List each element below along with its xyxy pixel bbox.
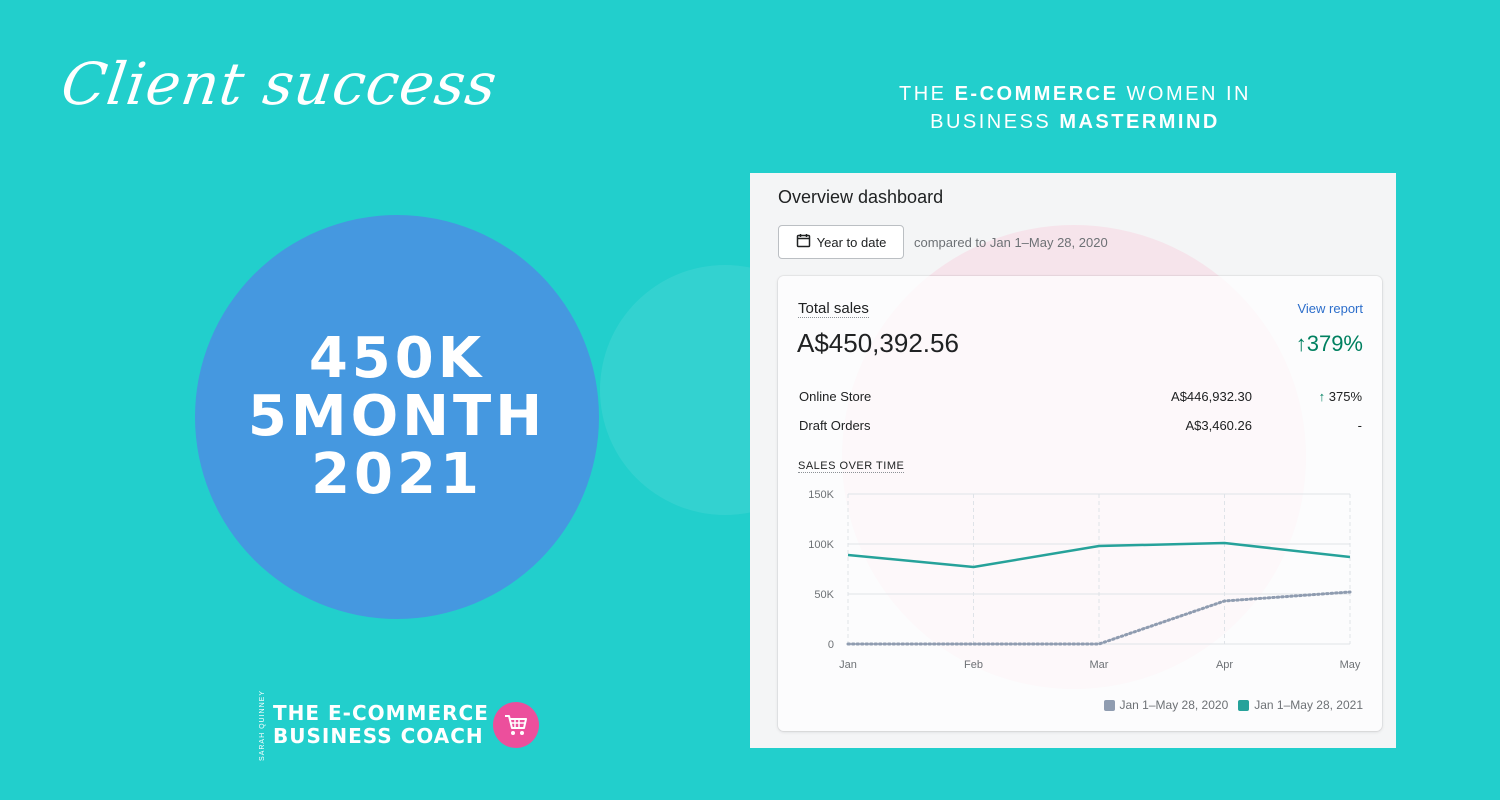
- up-arrow-icon: ↑: [1318, 389, 1329, 404]
- legend-item-2021: Jan 1–May 28, 2021: [1238, 698, 1363, 712]
- logo-wordmark: THE E-COMMERCE BUSINESS COACH: [273, 702, 489, 748]
- mastermind-text: BUSINESS: [930, 111, 1060, 133]
- calendar-icon: [796, 233, 811, 251]
- row-label: Online Store: [799, 389, 872, 404]
- highlight-circle: 450K 5MONTH 2021: [195, 215, 599, 619]
- total-change-value: 379%: [1306, 331, 1363, 356]
- date-range-button[interactable]: Year to date: [778, 225, 904, 259]
- row-change-value: 375%: [1328, 389, 1362, 404]
- highlight-year: 2021: [311, 442, 483, 507]
- x-tick-label: Apr: [1216, 659, 1233, 671]
- sales-over-time-chart: 150K 100K 50K 0 Jan Feb Mar Apr May: [808, 489, 1361, 671]
- y-tick-label: 50K: [814, 589, 834, 601]
- date-range-label: Year to date: [816, 234, 887, 250]
- total-sales-value: A$450,392.56: [797, 328, 959, 358]
- table-row: Draft Orders A$3,460.26 -: [799, 418, 1362, 433]
- comparison-text: compared to Jan 1–May 28, 2020: [914, 235, 1108, 250]
- chart-legend: Jan 1–May 28, 2020 Jan 1–May 28, 2021: [1103, 698, 1363, 712]
- mastermind-line-1: THE E-COMMERCE WOMEN IN: [850, 80, 1300, 108]
- highlight-amount: 450K: [308, 326, 486, 391]
- sales-over-time-label[interactable]: SALES OVER TIME: [798, 460, 905, 473]
- legend-item-2020: Jan 1–May 28, 2020: [1103, 698, 1229, 712]
- highlight-duration: 5MONTH: [247, 384, 547, 449]
- total-sales-label[interactable]: Total sales: [798, 300, 869, 318]
- mastermind-text: WOMEN IN: [1118, 83, 1251, 105]
- total-sales-change: ↑379%: [1296, 331, 1363, 357]
- legend-label: Jan 1–May 28, 2021: [1254, 698, 1363, 712]
- series-line-2020: [846, 590, 1352, 646]
- up-arrow-icon: ↑: [1295, 331, 1307, 356]
- row-change: -: [1357, 418, 1362, 433]
- series-line-2021: [847, 541, 1351, 569]
- x-tick-label: Jan: [839, 659, 857, 671]
- x-tick-label: Feb: [964, 659, 983, 671]
- legend-swatch: [1103, 699, 1115, 711]
- x-tick-label: May: [1340, 659, 1361, 671]
- y-tick-label: 0: [828, 639, 834, 651]
- row-label: Draft Orders: [799, 418, 871, 433]
- mastermind-emphasis: E-COMMERCE: [954, 83, 1119, 105]
- overview-dashboard-panel: Overview dashboard Year to date compared…: [750, 173, 1396, 748]
- row-change: ↑ 375%: [1319, 389, 1362, 404]
- x-tick-label: Mar: [1090, 659, 1109, 671]
- mastermind-text: THE: [899, 83, 955, 105]
- row-amount: A$3,460.26: [1185, 418, 1252, 433]
- legend-label: Jan 1–May 28, 2020: [1119, 698, 1229, 712]
- y-tick-label: 100K: [808, 539, 834, 551]
- row-amount: A$446,932.30: [1171, 389, 1252, 404]
- logo-line-2: BUSINESS COACH: [273, 724, 484, 749]
- table-row: Online Store A$446,932.30 ↑ 375%: [799, 389, 1362, 404]
- legend-swatch: [1238, 699, 1250, 711]
- logo-vertical-name: SARAH QUINNEY: [259, 690, 266, 761]
- total-sales-card: Total sales View report A$450,392.56 ↑37…: [778, 276, 1382, 731]
- y-tick-label: 150K: [808, 489, 834, 501]
- shopping-cart-icon: [492, 702, 539, 749]
- mastermind-heading: THE E-COMMERCE WOMEN IN BUSINESS MASTERM…: [850, 80, 1300, 136]
- view-report-link[interactable]: View report: [1297, 301, 1363, 316]
- page-title: Overview dashboard: [778, 187, 944, 207]
- logo-line-1: THE E-COMMERCE: [273, 701, 489, 726]
- mastermind-emphasis: MASTERMIND: [1059, 111, 1220, 133]
- mastermind-line-2: BUSINESS MASTERMIND: [850, 108, 1300, 136]
- client-success-heading: Client success: [57, 50, 502, 118]
- brand-logo: SARAH QUINNEY THE E-COMMERCE BUSINESS CO…: [258, 690, 539, 761]
